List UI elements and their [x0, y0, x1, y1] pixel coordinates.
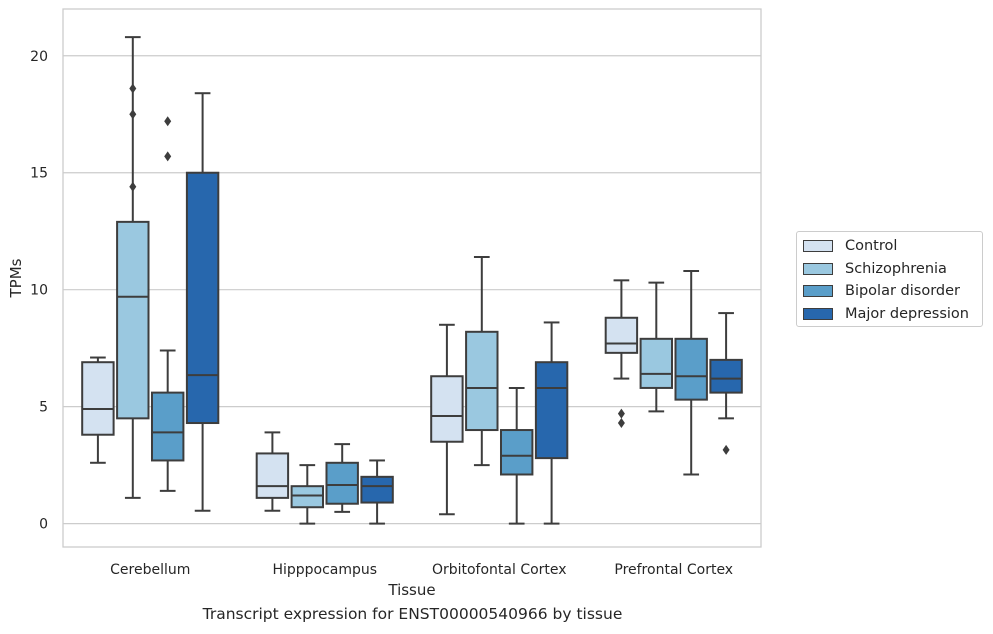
box-iqr — [290, 485, 325, 509]
box-iqr — [360, 475, 394, 504]
box-3-3 — [709, 312, 743, 455]
x-tick-label: Orbitofontal Cortex — [432, 562, 567, 578]
legend-swatch — [803, 240, 833, 252]
legend-item: Major depression — [803, 303, 969, 325]
box-1-2 — [325, 443, 359, 513]
box-iqr — [325, 461, 359, 505]
legend-label: Control — [845, 238, 898, 254]
box-iqr — [150, 391, 185, 462]
box-iqr — [116, 220, 150, 420]
box-3-0 — [604, 279, 639, 429]
box-1-0 — [255, 431, 290, 512]
legend: Control Schizophrenia Bipolar disorder Majo… — [796, 231, 983, 327]
y-axis-label: TPMs — [7, 258, 25, 298]
outlier-point — [129, 83, 137, 94]
box-iqr — [185, 171, 220, 425]
box-3-2 — [674, 269, 708, 476]
box-3-1 — [639, 281, 674, 413]
x-tick-label: Prefrontal Cortex — [614, 562, 733, 578]
box-0-2 — [150, 116, 185, 492]
legend-item: Control — [803, 235, 897, 257]
box-2-1 — [465, 255, 499, 467]
box-iqr — [674, 337, 708, 401]
outlier-point — [617, 418, 625, 429]
x-tick-label: Cerebellum — [110, 562, 190, 578]
box-2-2 — [499, 386, 534, 525]
outlier-point — [617, 408, 625, 419]
y-tick-labels: 0 5 10 15 20 — [30, 49, 48, 533]
outlier-point — [129, 181, 137, 192]
box-iqr — [499, 429, 534, 476]
legend-swatch — [803, 307, 833, 320]
y-tick-label: 5 — [39, 400, 48, 416]
box-iqr — [430, 375, 464, 443]
box-0-1 — [116, 36, 150, 499]
y-tick-label: 10 — [30, 283, 48, 299]
legend-label: Major depression — [845, 305, 969, 322]
legend-swatch — [803, 262, 833, 275]
box-0-3 — [185, 92, 220, 512]
outlier-point — [164, 116, 172, 127]
legend-label: Bipolar disorder — [845, 283, 960, 299]
box-iqr — [534, 361, 569, 460]
y-tick-label: 15 — [30, 166, 48, 182]
box-1-3 — [360, 459, 394, 525]
x-tick-label: Hipppocampus — [272, 562, 377, 578]
outlier-point — [129, 109, 137, 120]
outlier-point — [722, 444, 730, 455]
box-iqr — [604, 316, 639, 354]
y-tick-label: 0 — [39, 517, 48, 533]
plot-frame — [62, 8, 762, 548]
box-iqr — [465, 330, 499, 432]
x-tick-labels: Cerebellum Hipppocampus Orbitofontal Corte… — [110, 562, 733, 578]
box-2-3 — [534, 321, 569, 525]
boxes — [81, 36, 743, 525]
box-iqr — [81, 361, 115, 436]
box-iqr — [255, 452, 290, 499]
legend-swatch — [803, 285, 833, 297]
legend-item: Schizophrenia — [803, 258, 947, 280]
box-2-0 — [430, 323, 464, 516]
outlier-point — [164, 151, 172, 162]
box-iqr — [709, 358, 743, 394]
legend-label: Schizophrenia — [845, 260, 947, 277]
box-1-1 — [290, 464, 325, 525]
box-iqr — [639, 337, 674, 389]
y-tick-label: 20 — [30, 49, 48, 65]
box-0-0 — [81, 356, 115, 464]
figure-caption: Transcript expression for ENST0000054096… — [202, 605, 623, 623]
x-axis-label: Tissue — [387, 581, 435, 599]
legend-item: Bipolar disorder — [803, 280, 960, 302]
